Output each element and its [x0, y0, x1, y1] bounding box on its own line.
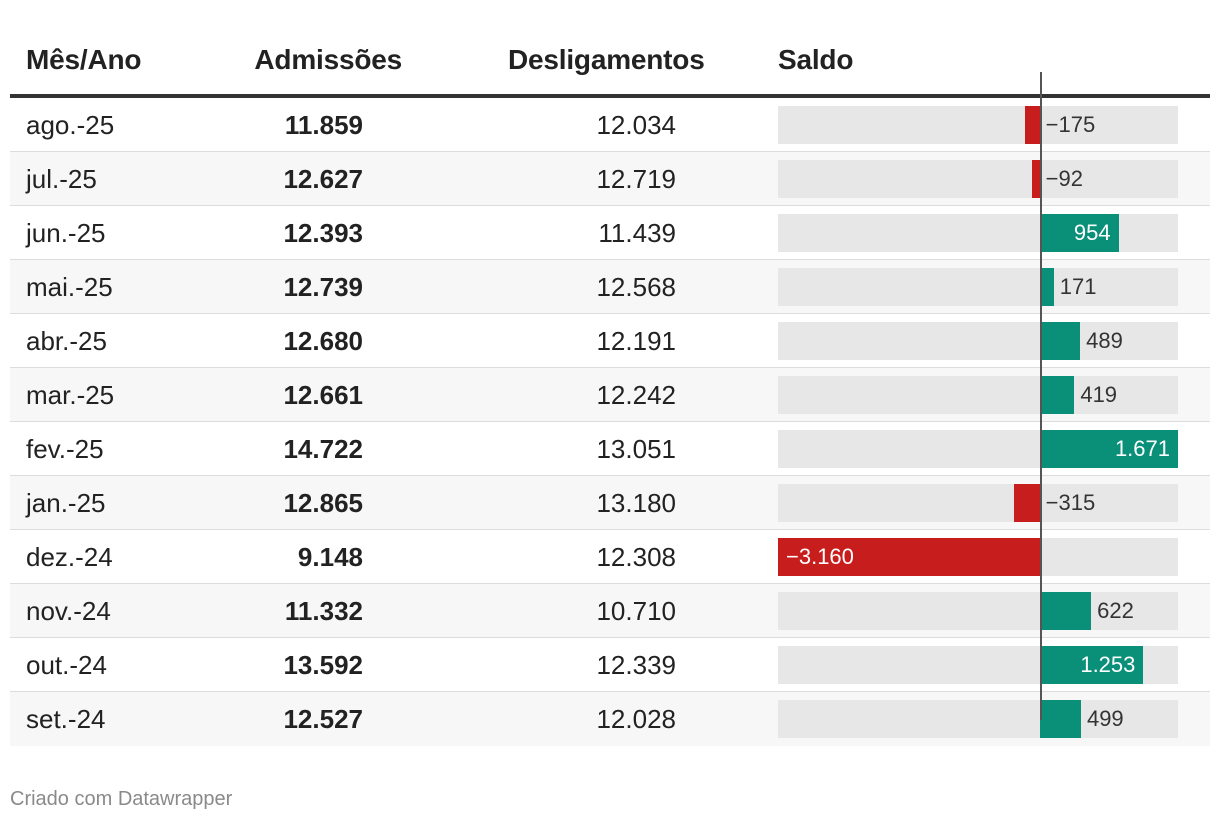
saldo-bar	[1039, 268, 1054, 306]
saldo-bar-track: 1.253	[778, 646, 1178, 684]
saldo-bar	[1039, 646, 1144, 684]
saldo-bar-track: −315	[778, 484, 1178, 522]
cell-month: jun.-25	[26, 218, 106, 248]
cell-month: out.-24	[26, 650, 107, 680]
saldo-label: 1.253	[1080, 652, 1136, 677]
column-header-desligamentos[interactable]: Desligamentos	[508, 44, 705, 75]
table-row: fev.-25 14.722 13.051 1.671	[10, 422, 1210, 476]
saldo-bar	[1039, 700, 1081, 738]
saldo-bar	[1025, 106, 1040, 144]
table-row: out.-24 13.592 12.339 1.253	[10, 638, 1210, 692]
column-header-admissoes[interactable]: Admissões	[254, 44, 402, 75]
cell-admissoes: 11.859	[284, 110, 363, 140]
saldo-zero-line	[1040, 72, 1042, 720]
saldo-bar-track: 489	[778, 322, 1178, 360]
table-row: mar.-25 12.661 12.242 419	[10, 368, 1210, 422]
cell-desligamentos: 11.439	[598, 218, 676, 248]
cell-admissoes: 12.680	[283, 326, 363, 356]
saldo-label: 499	[1086, 706, 1124, 731]
cell-desligamentos: 12.308	[596, 542, 676, 572]
saldo-label: 489	[1086, 328, 1123, 353]
cell-month: jan.-25	[26, 488, 106, 518]
cell-month: jul.-25	[26, 164, 97, 194]
saldo-bar	[1039, 430, 1178, 468]
saldo-bar	[1032, 160, 1040, 198]
cell-admissoes: 13.592	[283, 650, 363, 680]
cell-desligamentos: 12.568	[596, 272, 676, 302]
cell-desligamentos: 12.191	[596, 326, 676, 356]
saldo-label: −92	[1045, 166, 1083, 191]
saldo-label: 954	[1073, 220, 1111, 245]
table-row: mai.-25 12.739 12.568 171	[10, 260, 1210, 314]
cell-admissoes: 9.148	[297, 542, 363, 572]
table-row: nov.-24 11.332 10.710 622	[10, 584, 1210, 638]
saldo-bar-track: 954	[778, 214, 1178, 252]
saldo-label: −3.160	[786, 544, 854, 569]
column-header-saldo[interactable]: Saldo	[778, 44, 854, 75]
column-header-month[interactable]: Mês/Ano	[26, 44, 142, 75]
cell-admissoes: 12.661	[283, 380, 363, 410]
cell-desligamentos: 12.034	[596, 110, 676, 140]
cell-desligamentos: 12.242	[596, 380, 676, 410]
table-row: jun.-25 12.393 11.439 954	[10, 206, 1210, 260]
cell-desligamentos: 10.710	[596, 596, 676, 626]
table-row: set.-24 12.527 12.028 499	[10, 692, 1210, 746]
saldo-label: 419	[1080, 382, 1118, 407]
saldo-bar	[778, 538, 1040, 576]
cell-desligamentos: 12.339	[596, 650, 676, 680]
cell-month: dez.-24	[26, 542, 113, 572]
table-header: Mês/Ano Admissões Desligamentos Saldo	[10, 28, 1210, 98]
cell-desligamentos: 13.051	[596, 434, 676, 464]
saldo-label: −175	[1045, 112, 1096, 137]
saldo-bar-track: −3.160	[778, 538, 1178, 576]
cell-month: ago.-25	[26, 110, 115, 140]
saldo-bar	[1039, 322, 1081, 360]
saldo-bar	[1039, 376, 1075, 414]
saldo-bar-track: 419	[778, 376, 1178, 414]
table-row: dez.-24 9.148 12.308 −3.160	[10, 530, 1210, 584]
table-row: abr.-25 12.680 12.191 489	[10, 314, 1210, 368]
cell-admissoes: 14.722	[283, 434, 363, 464]
cell-admissoes: 12.527	[283, 704, 363, 734]
saldo-bar	[1013, 484, 1040, 522]
saldo-bar-track: 1.671	[778, 430, 1178, 468]
saldo-label: −315	[1045, 490, 1096, 515]
cell-admissoes: 11.332	[284, 596, 363, 626]
cell-month: mai.-25	[26, 272, 113, 302]
cell-admissoes: 12.627	[283, 164, 363, 194]
table-row: jul.-25 12.627 12.719 −92	[10, 152, 1210, 206]
saldo-label: 1.671	[1114, 436, 1170, 461]
cell-desligamentos: 12.719	[596, 164, 676, 194]
cell-desligamentos: 12.028	[596, 704, 676, 734]
saldo-label: 622	[1097, 598, 1134, 623]
cell-month: set.-24	[26, 704, 106, 734]
saldo-bar-track: −175	[778, 106, 1178, 144]
table-body: ago.-25 11.859 12.034 −175 jul.-25 12.627 12.7…	[10, 98, 1210, 746]
footer-credit: Criado com Datawrapper	[10, 788, 233, 810]
table-row: ago.-25 11.859 12.034 −175	[10, 98, 1210, 152]
cell-admissoes: 12.739	[283, 272, 363, 302]
table-row: jan.-25 12.865 13.180 −315	[10, 476, 1210, 530]
saldo-bar	[1039, 214, 1119, 252]
saldo-bar-track: 171	[778, 268, 1178, 306]
cell-month: mar.-25	[26, 380, 115, 410]
cell-month: fev.-25	[26, 434, 104, 464]
saldo-bar-track: 499	[778, 700, 1178, 738]
saldo-bar	[1039, 592, 1092, 630]
saldo-bar-track: −92	[778, 160, 1178, 198]
cell-month: nov.-24	[26, 596, 111, 626]
cell-desligamentos: 13.180	[596, 488, 676, 518]
saldo-bar-track: 622	[778, 592, 1178, 630]
cell-admissoes: 12.393	[283, 218, 363, 248]
data-table: Mês/Ano Admissões Desligamentos Saldo ag…	[10, 28, 1210, 746]
saldo-label: 171	[1059, 274, 1097, 299]
cell-admissoes: 12.865	[283, 488, 363, 518]
cell-month: abr.-25	[26, 326, 107, 356]
